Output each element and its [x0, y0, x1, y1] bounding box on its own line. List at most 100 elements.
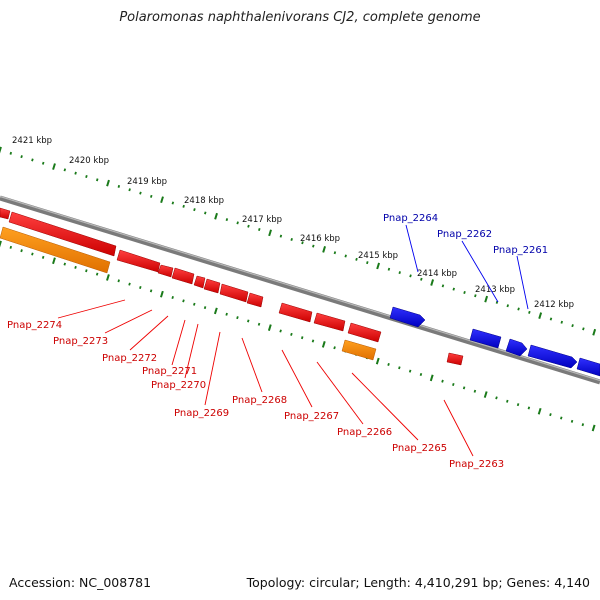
minor-tick: [193, 208, 196, 212]
outer-tick-track: [0, 146, 597, 336]
minor-tick: [31, 158, 34, 162]
gene-label: Pnap_2267: [284, 411, 339, 422]
minor-tick: [257, 322, 261, 326]
minor-tick: [247, 224, 250, 228]
major-tick: [106, 179, 110, 187]
minor-tick: [74, 171, 77, 175]
minor-tick: [290, 332, 293, 336]
gene-label: Pnap_2270: [151, 380, 206, 391]
minor-tick: [506, 399, 509, 403]
major-tick: [106, 274, 110, 281]
minor-tick: [409, 274, 412, 278]
major-tick: [213, 307, 218, 315]
gene-feature: [469, 328, 502, 349]
minor-tick: [582, 327, 585, 331]
minor-tick: [387, 267, 391, 271]
inner-tick-track: [0, 240, 596, 432]
minor-tick: [31, 252, 34, 256]
gene-feature: [193, 275, 206, 289]
minor-tick: [279, 234, 283, 238]
minor-tick: [333, 346, 336, 350]
minor-tick: [290, 237, 293, 241]
major-tick: [159, 290, 164, 298]
minor-tick: [462, 386, 466, 390]
gene-labels-blue: Pnap_2264 Pnap_2262 Pnap_2261: [383, 213, 548, 256]
minor-tick: [516, 403, 520, 407]
major-tick: [0, 146, 2, 154]
major-tick: [591, 424, 596, 432]
gene-feature: [0, 207, 11, 220]
major-tick: [322, 246, 326, 253]
minor-tick: [236, 221, 239, 225]
gene-feature: [313, 312, 346, 332]
minor-tick: [549, 317, 553, 321]
gene-label: Pnap_2262: [437, 229, 492, 240]
gene-feature: [576, 357, 600, 377]
minor-tick: [95, 272, 99, 276]
gene-label: Pnap_2273: [53, 336, 108, 347]
minor-tick: [570, 419, 574, 423]
minor-tick: [408, 369, 412, 373]
major-tick: [376, 262, 381, 270]
major-tick: [0, 240, 2, 248]
gene-label: Pnap_2264: [383, 213, 438, 224]
minor-tick: [311, 339, 315, 343]
minor-tick: [171, 201, 175, 205]
gene-feature: [157, 264, 174, 278]
minor-tick: [9, 245, 13, 249]
minor-tick: [344, 254, 347, 258]
kbp-label: 2421 kbp: [12, 136, 52, 146]
major-tick: [321, 341, 326, 348]
minor-tick: [41, 161, 45, 165]
major-tick: [52, 163, 56, 170]
major-tick: [52, 257, 56, 265]
minor-tick: [463, 290, 466, 294]
gene-feature: [446, 352, 464, 366]
minor-tick: [581, 423, 585, 427]
gene-label: Pnap_2268: [232, 395, 287, 406]
accession-text: Accession: NC_008781: [9, 575, 152, 590]
minor-tick: [247, 319, 250, 323]
gene-feature: [219, 283, 249, 303]
kbp-label: 2419 kbp: [127, 177, 167, 187]
gene-label: Pnap_2269: [174, 408, 229, 419]
gene-label: Pnap_2265: [392, 443, 447, 454]
minor-tick: [139, 285, 142, 290]
gene-feature: [278, 302, 313, 323]
minor-tick: [517, 307, 520, 311]
minor-tick: [182, 204, 185, 208]
minor-tick: [549, 413, 552, 417]
minor-tick: [20, 155, 23, 159]
gene-label: Pnap_2266: [337, 427, 392, 438]
gene-feature: [341, 339, 377, 361]
gene-feature: [8, 211, 117, 257]
gene-feature: [203, 278, 221, 294]
minor-tick: [9, 151, 13, 155]
major-tick: [430, 279, 435, 286]
gene-labels-red: Pnap_2274 Pnap_2273 Pnap_2272 Pnap_2271 …: [7, 320, 504, 470]
minor-tick: [117, 279, 120, 283]
gene-feature: [171, 267, 195, 285]
minor-tick: [182, 299, 185, 303]
minor-tick: [528, 310, 531, 314]
minor-tick: [85, 174, 88, 179]
minor-tick: [419, 372, 423, 376]
major-tick: [214, 212, 218, 220]
gene-feature: [347, 322, 382, 343]
minor-tick: [74, 265, 77, 269]
kbp-scale-labels: 2421 kbp 2420 kbp 2419 kbp 2418 kbp 2417…: [12, 136, 574, 310]
kbp-label: 2415 kbp: [358, 251, 398, 261]
minor-tick: [204, 211, 207, 215]
gene-feature: [0, 226, 111, 274]
kbp-label: 2418 kbp: [184, 196, 224, 206]
minor-tick: [95, 178, 99, 182]
minor-tick: [300, 336, 304, 340]
major-tick: [429, 374, 434, 382]
minor-tick: [355, 257, 358, 261]
minor-tick: [41, 255, 45, 259]
minor-tick: [139, 191, 142, 195]
minor-tick: [63, 262, 67, 266]
map-title: Polaromonas naphthalenivorans CJ2, compl…: [119, 10, 481, 25]
minor-tick: [333, 251, 337, 255]
minor-tick: [225, 218, 229, 222]
